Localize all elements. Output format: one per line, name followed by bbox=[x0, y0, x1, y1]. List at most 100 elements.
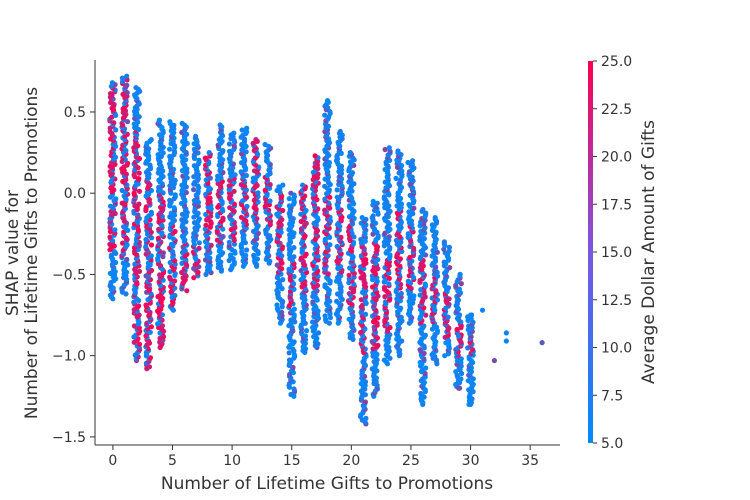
scatter-point bbox=[417, 292, 423, 298]
scatter-point bbox=[231, 241, 237, 247]
scatter-point bbox=[136, 303, 142, 309]
x-tick-label: 5 bbox=[168, 453, 177, 469]
scatter-point bbox=[143, 302, 149, 308]
scatter-point bbox=[346, 291, 352, 297]
scatter-point bbox=[347, 150, 353, 156]
scatter-point bbox=[441, 259, 447, 265]
scatter-point bbox=[405, 231, 411, 237]
scatter-point bbox=[314, 282, 321, 289]
scatter-point bbox=[286, 357, 293, 363]
scatter-point bbox=[334, 298, 340, 304]
scatter-point bbox=[375, 315, 381, 321]
y-axis-title-line-1: SHAP value for bbox=[3, 190, 23, 316]
scatter-point bbox=[148, 253, 154, 259]
scatter-point bbox=[131, 323, 137, 329]
scatter-point bbox=[191, 174, 197, 180]
scatter-point bbox=[119, 75, 125, 81]
colorbar-tick-label: 17.5 bbox=[601, 197, 632, 213]
scatter-point bbox=[315, 330, 322, 336]
scatter-point bbox=[136, 126, 142, 133]
scatter-point bbox=[136, 176, 142, 182]
scatter-point bbox=[393, 237, 399, 244]
scatter-point bbox=[358, 297, 364, 303]
scatter-point bbox=[184, 169, 190, 176]
scatter-point bbox=[479, 307, 486, 313]
y-axis-title: SHAP value for Number of Lifetime Gifts … bbox=[3, 87, 42, 419]
scatter-point bbox=[362, 299, 368, 305]
scatter-point bbox=[119, 187, 125, 194]
colorbar-tick-label: 12.5 bbox=[601, 293, 632, 309]
scatter-point bbox=[467, 312, 474, 318]
scatter-point bbox=[503, 338, 509, 344]
scatter-point bbox=[172, 278, 178, 284]
scatter-point bbox=[410, 158, 416, 164]
scatter-point bbox=[148, 209, 154, 215]
scatter-point bbox=[133, 85, 139, 91]
scatter-point bbox=[112, 227, 118, 233]
scatter-point bbox=[255, 190, 261, 196]
scatter-point bbox=[228, 252, 234, 258]
scatter-point bbox=[423, 365, 429, 371]
scatter-point bbox=[143, 237, 149, 243]
colorbar-title: Average Dollar Amount of Gifts bbox=[639, 120, 659, 384]
scatter-point bbox=[243, 149, 249, 155]
x-tick-label: 20 bbox=[342, 453, 360, 469]
scatter-point bbox=[238, 214, 245, 220]
scatter-point bbox=[208, 242, 214, 248]
scatter-point bbox=[539, 340, 545, 346]
scatter-point bbox=[196, 245, 202, 251]
scatter-point bbox=[160, 190, 166, 196]
scatter-point bbox=[291, 386, 297, 392]
colorbar-tick-label: 5.0 bbox=[601, 436, 623, 452]
scatter-point bbox=[347, 236, 353, 242]
scatter-point bbox=[453, 369, 459, 375]
scatter-point bbox=[160, 250, 166, 256]
colorbar-tick-label: 22.5 bbox=[601, 102, 632, 118]
scatter-point bbox=[370, 198, 376, 204]
scatter-point bbox=[231, 130, 237, 136]
scatter-point bbox=[386, 234, 392, 240]
scatter-point bbox=[274, 302, 280, 308]
scatter-point bbox=[386, 281, 392, 287]
scatter-point bbox=[322, 313, 328, 319]
scatter-point bbox=[111, 249, 117, 255]
scatter-point bbox=[107, 234, 113, 240]
scatter-point bbox=[131, 299, 137, 305]
scatter-point bbox=[208, 219, 214, 225]
scatter-point bbox=[136, 170, 142, 176]
scatter-point bbox=[405, 278, 411, 284]
scatter-point bbox=[191, 163, 197, 169]
scatter-point bbox=[172, 228, 178, 235]
scatter-point bbox=[310, 299, 316, 305]
scatter-point bbox=[136, 188, 143, 194]
scatter-point bbox=[202, 155, 208, 161]
scatter-point bbox=[423, 312, 429, 318]
scatter-point bbox=[358, 236, 364, 243]
scatter-point bbox=[310, 182, 316, 188]
x-axis-title: Number of Lifetime Gifts to Promotions bbox=[161, 474, 493, 494]
scatter-point bbox=[322, 207, 328, 213]
scatter-point bbox=[337, 128, 343, 135]
scatter-point bbox=[303, 251, 309, 257]
scatter-point bbox=[147, 222, 153, 228]
scatter-point bbox=[239, 127, 245, 133]
scatter-point bbox=[244, 203, 250, 209]
scatter-point bbox=[172, 192, 178, 198]
x-tick-label: 15 bbox=[283, 453, 301, 469]
scatter-point bbox=[191, 275, 197, 281]
scatter-point bbox=[226, 243, 232, 249]
scatter-point bbox=[346, 272, 352, 278]
scatter-point bbox=[193, 133, 199, 139]
scatter-point bbox=[280, 277, 286, 283]
scatter-point bbox=[286, 196, 292, 202]
scatter-point bbox=[203, 211, 209, 217]
scatter-point bbox=[108, 203, 114, 209]
scatter-point bbox=[250, 140, 256, 146]
scatter-point bbox=[405, 159, 411, 166]
scatter-point bbox=[327, 242, 333, 248]
colorbar-ticks: 5.0 7.5 10.0 12.5 15.0 17.5 20.0 22.5 25.0 bbox=[593, 54, 632, 452]
scatter-point bbox=[491, 357, 498, 364]
scatter-point bbox=[362, 399, 368, 405]
scatter-point bbox=[107, 91, 114, 97]
scatter-point bbox=[432, 333, 438, 339]
